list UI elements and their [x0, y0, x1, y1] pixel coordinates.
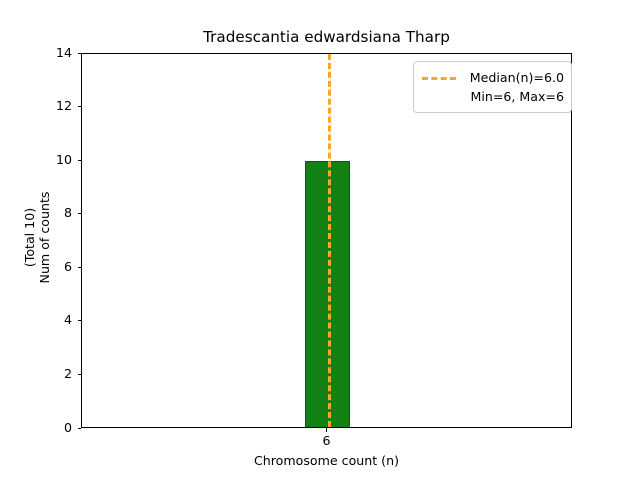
legend: Median(n)=6.0 Min=6, Max=6	[413, 61, 572, 113]
legend-blank-swatch	[421, 91, 457, 103]
dashed-line-icon	[421, 72, 457, 84]
plot-inner	[82, 54, 571, 427]
y-tick-mark	[77, 159, 82, 161]
bar	[305, 161, 350, 427]
y-tick-label: 4	[63, 312, 72, 328]
y-axis-label-line-1: Num of counts	[37, 191, 52, 284]
chart-title: Tradescantia edwardsiana Tharp	[203, 28, 450, 46]
y-tick-mark	[77, 373, 82, 376]
legend-label-minmax: Min=6, Max=6	[470, 88, 564, 104]
y-tick-label: 8	[63, 205, 72, 221]
y-tick-mark	[77, 266, 82, 268]
x-tick-mark	[326, 428, 328, 432]
y-tick-mark	[77, 213, 82, 215]
y-tick-mark	[77, 106, 82, 108]
legend-entry-minmax: Min=6, Max=6	[421, 87, 564, 106]
plot-area	[81, 53, 572, 428]
y-tick-label: 10	[55, 151, 72, 167]
y-tick-mark	[77, 427, 82, 429]
y-axis-label: (Total 10) Num of counts	[22, 0, 52, 478]
y-axis-label-line-2: (Total 10)	[22, 207, 37, 268]
x-tick-label: 6	[322, 433, 331, 448]
y-tick-label: 14	[55, 44, 72, 60]
y-tick-label: 12	[55, 98, 72, 114]
median-line	[327, 54, 331, 427]
legend-label-median: Median(n)=6.0	[469, 69, 564, 85]
y-tick-mark	[77, 320, 82, 322]
y-tick-label: 2	[63, 365, 72, 381]
legend-dash	[422, 76, 456, 80]
y-tick-label: 0	[63, 419, 72, 435]
y-tick-label: 6	[63, 258, 72, 274]
x-axis-label: Chromosome count (n)	[254, 453, 399, 468]
y-tick-mark	[77, 52, 82, 54]
legend-entry-median: Median(n)=6.0	[421, 68, 564, 87]
